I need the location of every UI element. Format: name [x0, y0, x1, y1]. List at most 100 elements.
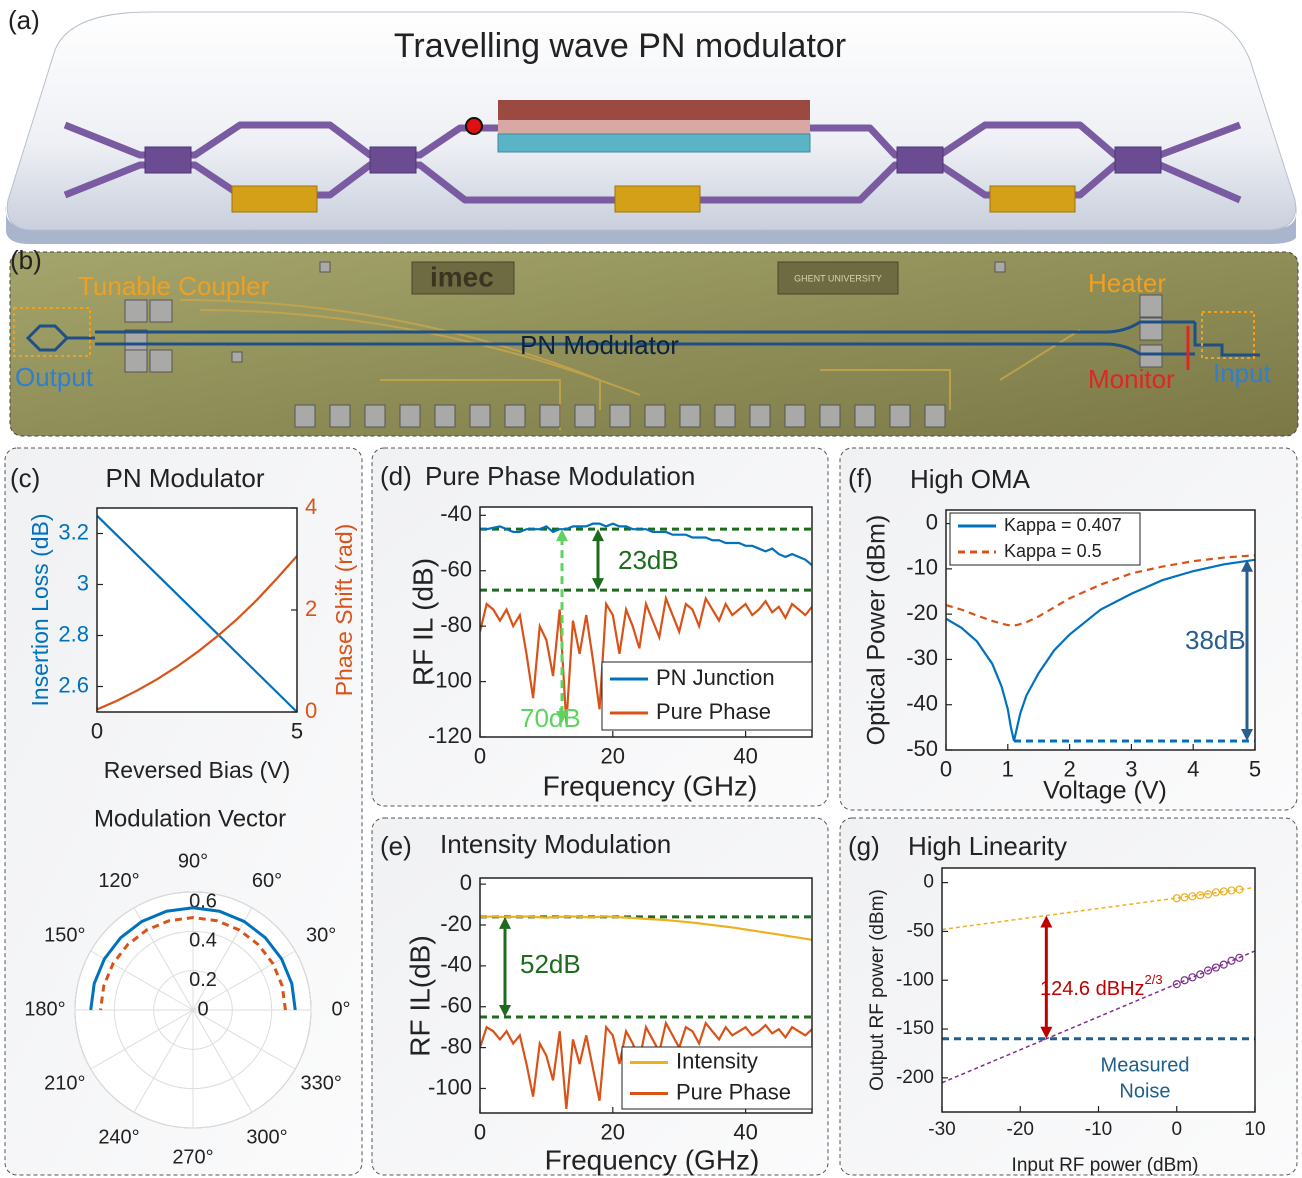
- x-tick-label: 0: [474, 1120, 486, 1145]
- y-tick-label: -100: [896, 969, 934, 990]
- x-tick-label: 40: [733, 744, 757, 769]
- chip-label: Monitor: [1088, 364, 1175, 394]
- y-tick-label: -50: [907, 920, 934, 941]
- x-tick-label: -20: [1007, 1119, 1034, 1140]
- panel-label: (a): [8, 5, 40, 35]
- y-tick-label: -40: [440, 952, 472, 977]
- coupler: [897, 147, 943, 173]
- figure: Travelling wave PN modulator Tunable Cou…: [0, 0, 1302, 1178]
- x-tick-label: 4: [1187, 757, 1199, 782]
- theta-tick-label: 60°: [252, 870, 282, 892]
- panel-label: (f): [848, 463, 873, 493]
- x-tick-label: 20: [601, 1120, 625, 1145]
- panel-label: (g): [848, 831, 880, 861]
- page: Travelling wave PN modulator Tunable Cou…: [0, 0, 1302, 1178]
- x-tick-label: 5: [1249, 757, 1261, 782]
- legend-label: Kappa = 0.5: [1004, 541, 1102, 561]
- chart-title: High OMA: [910, 464, 1031, 494]
- electrode: [498, 134, 810, 152]
- legend-label: PN Junction: [656, 665, 775, 690]
- chip-label: PN Modulator: [520, 330, 679, 360]
- annotation: 23dB: [618, 545, 679, 575]
- x-tick-label: 10: [1244, 1119, 1265, 1140]
- panel-a: Travelling wave PN modulator: [6, 12, 1297, 244]
- r-tick-label: 0.4: [189, 930, 217, 952]
- r-tick-label: 0: [197, 998, 208, 1020]
- legend-label: Pure Phase: [676, 1079, 791, 1104]
- x-tick-label: 0: [474, 744, 486, 769]
- legend-label: Pure Phase: [656, 699, 771, 724]
- panel-label: (c): [10, 463, 40, 493]
- y-tick-label: 3: [77, 570, 89, 595]
- y-tick-label: 0: [923, 872, 934, 893]
- x-axis-label: Frequency (GHz): [545, 1144, 760, 1175]
- theta-tick-label: 30°: [306, 924, 336, 946]
- chart-title: Intensity Modulation: [440, 829, 671, 859]
- coupler: [145, 147, 191, 173]
- theta-tick-label: 270°: [172, 1146, 213, 1168]
- y-tick-label: -150: [896, 1018, 934, 1039]
- y2-tick-label: 4: [305, 494, 317, 519]
- theta-tick-label: 240°: [98, 1126, 139, 1148]
- y-axis-label: Insertion Loss (dB): [27, 513, 53, 706]
- y-tick-label: 0: [460, 870, 472, 895]
- r-tick-label: 0.2: [189, 969, 217, 991]
- y-tick-label: -100: [428, 1074, 472, 1099]
- theta-tick-label: 120°: [98, 870, 139, 892]
- theta-tick-label: 300°: [246, 1126, 287, 1148]
- heater: [615, 186, 700, 212]
- theta-tick-label: 180°: [24, 998, 65, 1020]
- chart-title: Pure Phase Modulation: [425, 461, 695, 491]
- y-tick-label: -30: [906, 645, 938, 670]
- y-tick-label: -40: [440, 501, 472, 526]
- theta-tick-label: 150°: [44, 924, 85, 946]
- y2-tick-label: 2: [305, 596, 317, 621]
- y-tick-label: 2.8: [58, 621, 89, 646]
- x-axis-label: Input RF power (dBm): [1012, 1155, 1199, 1176]
- x-axis-label: Voltage (V): [1043, 777, 1167, 805]
- x-axis-label: Reversed Bias (V): [104, 757, 291, 783]
- y-tick-label: -20: [440, 911, 472, 936]
- x-tick-label: 1: [1002, 757, 1014, 782]
- panel-label: (d): [380, 461, 412, 491]
- chip-label: Output: [15, 362, 94, 392]
- y-tick-label: -10: [906, 555, 938, 580]
- theta-tick-label: 330°: [300, 1072, 341, 1094]
- heater: [990, 186, 1075, 212]
- y-tick-label: 3.2: [58, 519, 89, 544]
- heater: [232, 186, 317, 212]
- annotation: Noise: [1119, 1080, 1170, 1102]
- y-tick-label: 2.6: [58, 672, 89, 697]
- y-tick-label: -20: [906, 600, 938, 625]
- y2-tick-label: 0: [305, 698, 317, 723]
- y-tick-label: -40: [906, 691, 938, 716]
- x-tick-label: 5: [291, 719, 303, 744]
- x-tick-label: 0: [940, 757, 952, 782]
- y-tick-label: -50: [906, 736, 938, 761]
- y-axis-label: Optical Power (dBm): [863, 515, 891, 746]
- y2-axis-label: Phase Shift (rad): [331, 524, 357, 697]
- panel-b: Tunable Coupler PN Modulator Output Heat…: [10, 252, 1298, 436]
- junction-marker: [466, 118, 482, 134]
- y-tick-label: -80: [440, 612, 472, 637]
- annotation-text: 23dB: [618, 545, 679, 575]
- annotation-text: 38dB: [1185, 625, 1246, 655]
- y-tick-label: -120: [428, 723, 472, 748]
- y-tick-label: -200: [896, 1067, 934, 1088]
- diagram-title: Travelling wave PN modulator: [394, 27, 846, 65]
- chart-title: PN Modulator: [106, 463, 265, 493]
- coupler: [1115, 147, 1161, 173]
- coupler: [370, 147, 416, 173]
- y-axis-label: RF IL (dB): [407, 558, 438, 686]
- chart-title: High Linearity: [908, 831, 1067, 861]
- y-axis-label: Output RF power (dBm): [867, 889, 888, 1091]
- theta-tick-label: 90°: [178, 850, 208, 872]
- chart-title: Modulation Vector: [94, 805, 286, 832]
- theta-tick-label: 210°: [44, 1072, 85, 1094]
- y-axis-label: RF IL(dB): [404, 935, 435, 1056]
- x-tick-label: 0: [1171, 1119, 1182, 1140]
- annotation: 52dB: [520, 949, 581, 979]
- y-tick-label: 0: [926, 509, 938, 534]
- x-tick-label: -30: [928, 1119, 955, 1140]
- chip-label: Input: [1213, 358, 1272, 388]
